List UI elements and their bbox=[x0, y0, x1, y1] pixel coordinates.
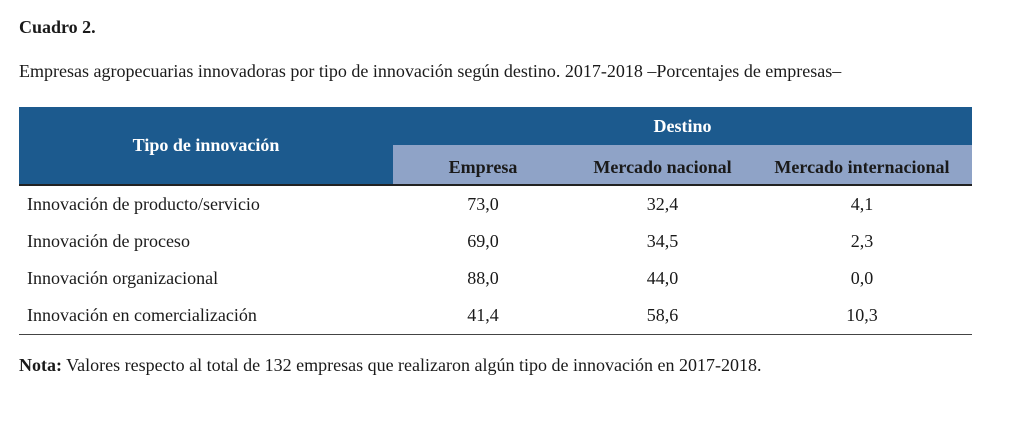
cell-empresa: 69,0 bbox=[467, 231, 499, 251]
cell-empresa: 73,0 bbox=[467, 194, 499, 214]
cell-mercado-internacional: 10,3 bbox=[752, 297, 972, 335]
cell-mercado-nacional: 32,4 bbox=[646, 194, 679, 214]
header-row: Tipo de innovación Destino bbox=[19, 107, 972, 186]
cell-mercado-nacional: 58,6 bbox=[573, 297, 752, 335]
subheader-row: Empresa Mercado nacional Mercado interna… bbox=[19, 145, 972, 186]
cell-mercado-nacional: 34,5 bbox=[646, 231, 679, 251]
row-label: Innovación de producto/servicio bbox=[27, 194, 260, 214]
cell-mercado-internacional: 2,3 bbox=[850, 231, 874, 251]
row-header: Tipo de innovación bbox=[19, 107, 393, 186]
cell-mercado-internacional: 0,0 bbox=[850, 268, 874, 288]
group-header-destino: Destino bbox=[393, 107, 972, 145]
column-header-mercado-nacional: Mercado nacional bbox=[573, 145, 752, 186]
cell-empresa: 41,4 bbox=[393, 297, 573, 335]
table-row: Innovación de producto/servicio 73,0 32,… bbox=[19, 185, 972, 223]
column-header-empresa: Empresa bbox=[393, 145, 573, 186]
table-title: Cuadro 2. bbox=[19, 17, 96, 37]
row-label: Innovación en comercialización bbox=[19, 297, 393, 335]
note-label: Nota: bbox=[19, 355, 62, 375]
innovation-table: Tipo de innovación Destino Empresa Merca… bbox=[19, 107, 972, 335]
table-row: Innovación de proceso 69,0 34,5 2,3 bbox=[19, 223, 972, 260]
column-header-mercado-internacional: Mercado internacional bbox=[752, 145, 972, 186]
table-subtitle: Empresas agropecuarias innovadoras por t… bbox=[19, 61, 842, 81]
row-label: Innovación organizacional bbox=[27, 268, 219, 288]
row-label: Innovación de proceso bbox=[27, 231, 190, 251]
cell-mercado-nacional: 44,0 bbox=[646, 268, 679, 288]
table-note: Nota: Valores respecto al total de 132 e… bbox=[19, 355, 761, 376]
cell-mercado-internacional: 4,1 bbox=[850, 194, 874, 214]
cell-empresa: 88,0 bbox=[467, 268, 499, 288]
table-row: Innovación organizacional 88,0 44,0 0,0 bbox=[19, 260, 972, 297]
note-text: Valores respecto al total de 132 empresa… bbox=[62, 355, 762, 375]
table-row: Innovación en comercialización 41,4 58,6… bbox=[19, 297, 972, 335]
